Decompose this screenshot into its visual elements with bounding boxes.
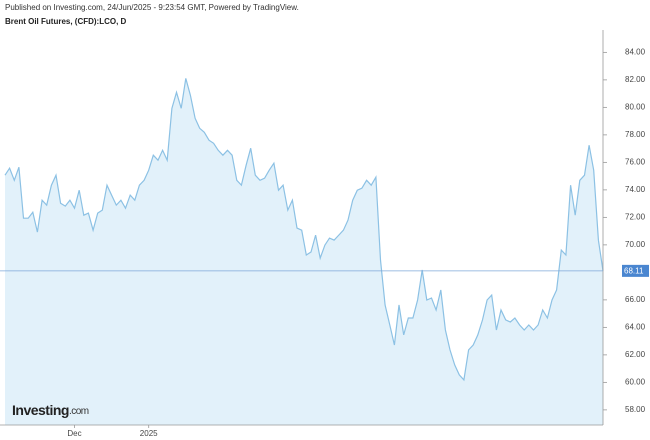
y-tick-label: 78.00 [625, 130, 646, 139]
y-tick-label: 82.00 [625, 75, 646, 84]
y-tick-label: 62.00 [625, 350, 646, 359]
y-tick-label: 64.00 [625, 322, 646, 331]
logo-brand: Investing [12, 402, 69, 418]
price-line [4, 78, 604, 382]
y-tick-label: 58.00 [625, 405, 646, 414]
logo: Investing.com [12, 402, 89, 418]
y-tick-label: 60.00 [625, 377, 646, 386]
x-tick-label: 2025 [140, 429, 158, 438]
header: Published on Investing.com, 24/Jun/2025 … [5, 3, 299, 12]
area-fill [5, 78, 603, 426]
x-tick-label: Dec [67, 429, 81, 438]
y-tick-label: 66.00 [625, 295, 646, 304]
y-tick-label: 74.00 [625, 185, 646, 194]
y-tick-label: 72.00 [625, 212, 646, 221]
y-tick-label: 70.00 [625, 240, 646, 249]
y-tick-label: 84.00 [625, 47, 646, 56]
last-price-label: 68.11 [624, 266, 644, 275]
y-tick-label: 80.00 [625, 102, 646, 111]
y-tick-label: 76.00 [625, 157, 646, 166]
last-price-box [622, 264, 649, 277]
chart-title: Brent Oil Futures, (CFD):LCO, D [5, 17, 127, 26]
logo-suffix: .com [69, 406, 89, 417]
